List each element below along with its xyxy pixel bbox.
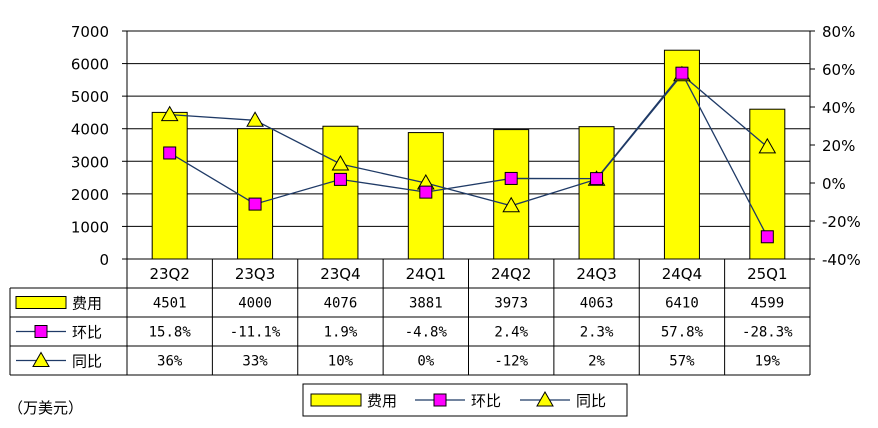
expense-bar [151,111,188,260]
right-tick-label: -20% [822,213,861,231]
table-cell: 3973 [494,296,528,312]
row-series-name: 费用 [72,295,102,313]
legend-qoq-key-marker [433,393,447,407]
row-yoy-key-marker [32,351,50,367]
category-label: 23Q2 [149,265,189,283]
table-cell: -4.8% [405,325,448,341]
legend-label: 同比 [576,392,606,410]
yoy-marker [246,111,264,127]
category-label: 24Q4 [662,265,702,283]
table-cell: 2.4% [494,325,528,341]
unit-label: （万美元） [8,399,83,417]
row-series-name: 同比 [72,353,102,371]
table-cell: 1.9% [324,325,358,341]
expense-bars [151,49,786,260]
expense-bar [237,128,274,260]
category-label: 24Q1 [406,265,446,283]
left-tick-label: 7000 [71,23,109,41]
expense-bar [493,129,530,260]
row-series-name: 环比 [72,324,102,342]
table-cell: 4076 [324,296,358,312]
left-tick-label: 6000 [71,56,109,74]
table-cell: 57.8% [661,325,704,341]
qoq-line [169,72,768,238]
ratio-lines [160,65,777,244]
left-tick-label: 3000 [71,153,109,171]
qoq-marker [333,172,347,186]
table-cell: -11.1% [230,325,281,341]
right-tick-label: 20% [822,137,855,155]
qoq-marker [675,66,689,80]
category-label: 24Q3 [576,265,616,283]
table-cell: 19% [755,354,781,370]
left-tick-label: 1000 [71,218,109,236]
category-label: 24Q2 [491,265,531,283]
legend: 费用 环比 同比 [302,383,628,417]
yoy-marker [502,196,521,213]
qoq-marker [504,171,518,185]
table-cell: 15.8% [149,325,192,341]
legend-expense-key [310,393,362,407]
table-cell: 4063 [580,296,614,312]
table-cell: 4000 [238,296,272,312]
table-cell: 0% [417,354,434,370]
right-tick-label: -40% [822,251,861,269]
table-cell: 10% [328,354,354,370]
qoq-marker [590,172,604,186]
gridlines [127,30,810,260]
axes: 0 1000 2000 3000 4000 5000 6000 7000 -40% -20% 0% 2… [71,23,861,269]
table-cell: 2.3% [580,325,614,341]
table-cell: 6410 [665,296,699,312]
table-cell: 4501 [153,296,187,312]
yoy-line [169,73,768,207]
qoq-marker [760,230,774,244]
left-tick-label: 5000 [71,88,109,106]
left-tick-label: 0 [99,251,109,269]
yoy-marker [758,137,777,154]
legend-label: 费用 [367,392,397,410]
expense-bar [578,126,615,260]
table-cell: 2% [588,354,605,370]
yoy-marker [331,154,350,171]
data-table: 23Q2 23Q3 23Q4 24Q1 24Q2 24Q3 24Q4 25Q1 费用 4501 40… [9,258,811,376]
right-tick-label: 40% [822,99,855,117]
qoq-marker [419,185,433,199]
row-qoq-key-marker [34,325,48,338]
table-cell: 33% [242,354,268,370]
legend-yoy-key-marker [536,390,554,407]
category-label: 23Q3 [235,265,275,283]
right-tick-label: 80% [822,23,855,41]
qoq-marker [163,146,177,160]
right-tick-label: 0% [822,175,846,193]
legend-label: 环比 [471,392,501,410]
yoy-marker [160,105,179,122]
category-label: 25Q1 [747,265,787,283]
expense-bar [663,49,700,260]
left-tick-label: 4000 [71,121,109,139]
table-cell: 4599 [750,296,784,312]
right-tick-label: 60% [822,61,855,79]
table-cell: 3881 [409,296,443,312]
expense-bar [322,125,359,260]
table-cell: -12% [494,354,528,370]
left-tick-label: 2000 [71,186,109,204]
qoq-marker [248,197,262,211]
row-expense-key [15,296,67,309]
table-cell: -28.3% [742,325,793,341]
table-cell: 57% [669,354,695,370]
table-cell: 36% [157,354,183,370]
category-label: 23Q4 [320,265,360,283]
